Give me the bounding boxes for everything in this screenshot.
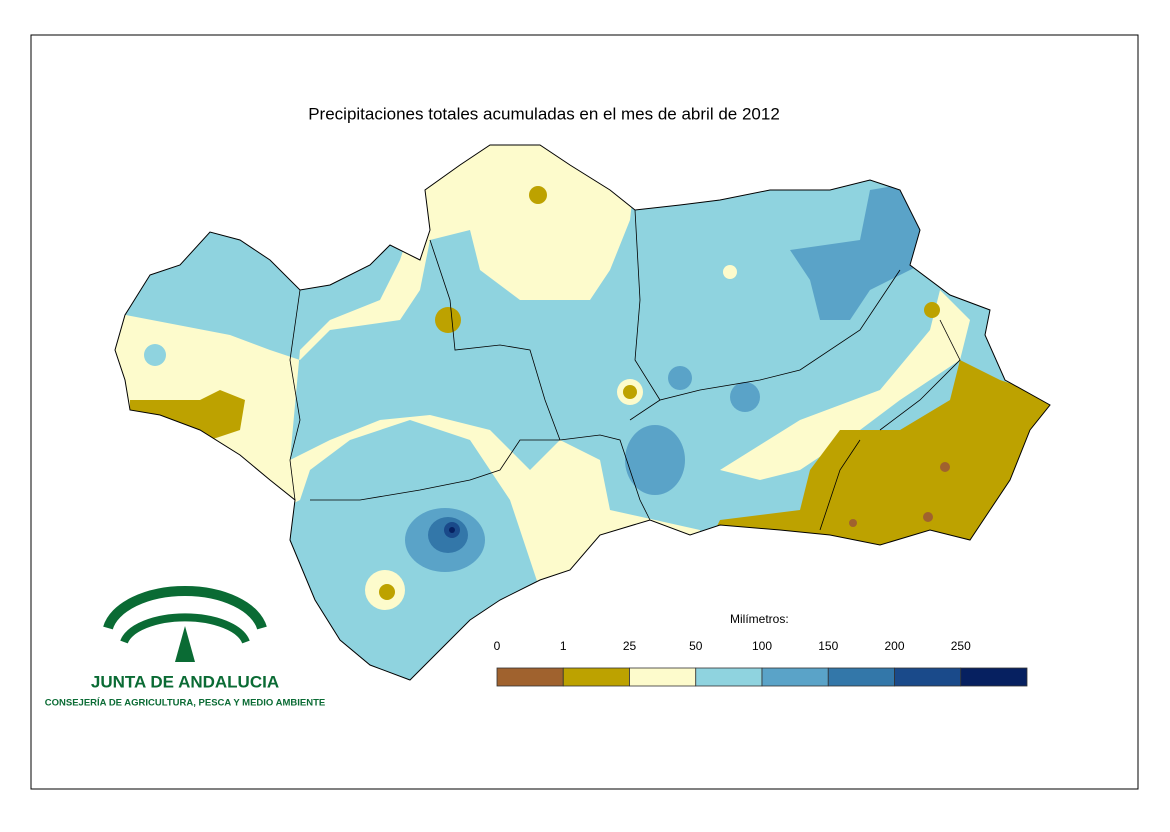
legend-swatch xyxy=(894,667,962,687)
legend-swatch xyxy=(695,667,763,687)
logo-department: CONSEJERÍA DE AGRICULTURA, PESCA Y MEDIO… xyxy=(45,698,325,709)
legend-tick-label: 0 xyxy=(494,639,501,653)
legend-tick-label: 250 xyxy=(951,639,971,653)
province-borders xyxy=(289,209,961,531)
legend-tick-label: 50 xyxy=(689,639,703,653)
logo-name: JUNTA DE ANDALUCIA xyxy=(91,672,279,691)
logo: JUNTA DE ANDALUCIA CONSEJERÍA DE AGRICUL… xyxy=(45,586,325,709)
legend-swatch xyxy=(496,667,564,687)
legend: Milímetros: 0 1 25 50 100 150 200 250 xyxy=(494,612,1028,687)
legend-swatch xyxy=(761,667,829,687)
legend-swatch xyxy=(562,667,630,687)
legend-swatch xyxy=(827,667,895,687)
legend-tick-label: 150 xyxy=(818,639,838,653)
logo-arc xyxy=(103,586,267,630)
legend-tick-label: 200 xyxy=(884,639,904,653)
legend-tick-label: 100 xyxy=(752,639,772,653)
legend-swatch xyxy=(629,667,697,687)
legend-title: Milímetros: xyxy=(730,612,789,626)
legend-tick-label: 1 xyxy=(560,639,567,653)
logo-arc xyxy=(120,613,250,644)
legend-swatch xyxy=(960,667,1028,687)
legend-tick-label: 25 xyxy=(623,639,637,653)
map-title: Precipitaciones totales acumuladas en el… xyxy=(308,104,780,123)
logo-tower xyxy=(175,626,195,662)
